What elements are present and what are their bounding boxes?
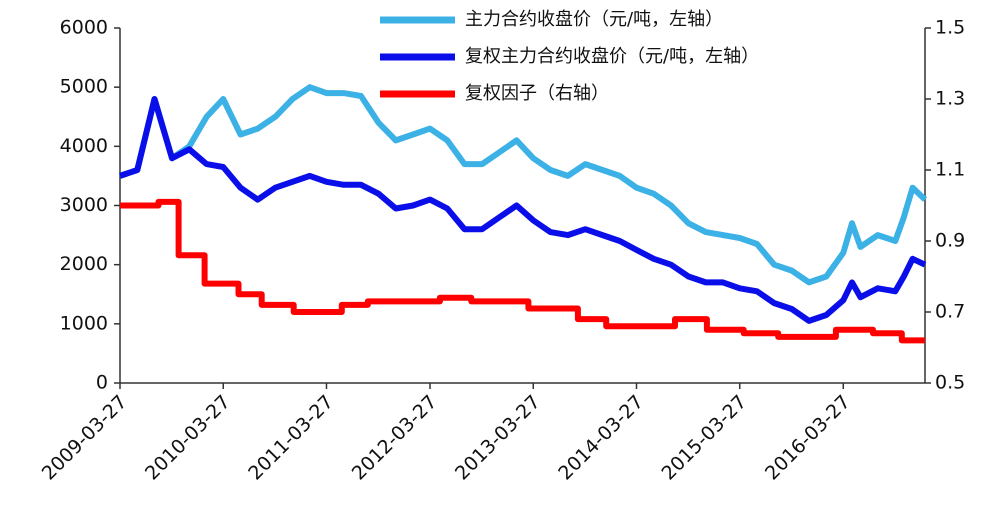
x-tick-label: 2015-03-27 [658,391,752,485]
y-tick-label: 0 [96,372,108,394]
y-tick-label: 4000 [60,135,108,157]
y2-tick-label: 0.5 [935,372,965,394]
series-line [119,84,928,286]
y-tick-label: 1000 [60,312,108,334]
y-tick-label: 5000 [60,76,108,98]
x-tick-label: 2011-03-27 [244,391,338,485]
x-tick-label: 2013-03-27 [451,391,545,485]
x-tick-label: 2009-03-27 [38,391,132,485]
x-tick-label: 2014-03-27 [554,391,648,485]
series-line [120,198,925,344]
y-tick-label: 2000 [60,253,108,275]
series-line [119,96,927,324]
y-tick-label: 3000 [60,194,108,216]
y2-tick-label: 0.7 [935,301,965,323]
x-tick-label: 2012-03-27 [348,391,442,485]
y2-tick-label: 0.9 [935,230,965,252]
y2-tick-label: 1.1 [935,159,965,181]
y2-tick-label: 1.5 [935,17,965,39]
x-tick-label: 2016-03-27 [761,391,855,485]
legend-label: 复权主力合约收盘价（元/吨，左轴） [465,46,759,67]
y2-tick-label: 1.3 [935,88,965,110]
y-tick-label: 6000 [60,17,108,39]
legend-label: 复权因子（右轴） [465,83,609,104]
x-tick-label: 2010-03-27 [141,391,235,485]
legend-label: 主力合约收盘价（元/吨，左轴） [465,9,723,30]
